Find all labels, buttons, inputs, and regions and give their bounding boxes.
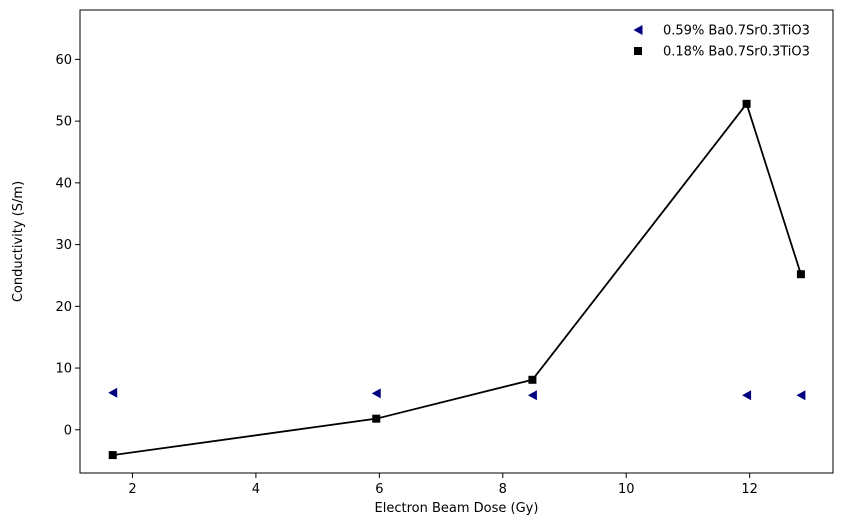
x-tick-label: 2 bbox=[128, 482, 136, 497]
y-tick-label: 0 bbox=[64, 423, 72, 438]
y-tick-label: 60 bbox=[55, 53, 72, 68]
axes: 2 4 6 8 10 12 0 10 20 30 40 50 60 Electron Beam Dose … bbox=[11, 9, 834, 516]
legend-marker-1 bbox=[634, 47, 642, 55]
data-point-1-0 bbox=[108, 451, 117, 460]
x-tick-label: 10 bbox=[618, 482, 635, 497]
series-line-1 bbox=[112, 101, 802, 456]
y-tick-label: 50 bbox=[55, 115, 72, 130]
x-tick-label: 4 bbox=[252, 482, 260, 497]
y-tick-label: 40 bbox=[55, 176, 72, 191]
legend-marker-0 bbox=[633, 25, 643, 35]
data-point-0-2 bbox=[527, 390, 537, 401]
data-point-1-1 bbox=[372, 414, 381, 423]
data-point-1-3 bbox=[742, 99, 751, 108]
plot-frame bbox=[79, 9, 834, 474]
plot-area bbox=[108, 99, 806, 460]
x-axis-label: Electron Beam Dose (Gy) bbox=[375, 501, 539, 516]
legend-entry-0: 0.59% Ba0.7Sr0.3TiO3 bbox=[663, 24, 810, 39]
data-point-0-1 bbox=[371, 388, 381, 399]
x-tick-label: 8 bbox=[499, 482, 507, 497]
y-tick-label: 10 bbox=[55, 362, 72, 377]
legend-entry-1: 0.18% Ba0.7Sr0.3TiO3 bbox=[663, 45, 810, 60]
y-tick-label: 30 bbox=[55, 238, 72, 253]
data-point-0-4 bbox=[796, 390, 806, 401]
x-tick-label: 12 bbox=[741, 482, 758, 497]
y-axis-label: Conductivity (S/m) bbox=[11, 181, 26, 302]
data-point-0-0 bbox=[108, 387, 118, 398]
data-point-1-2 bbox=[528, 375, 537, 384]
data-point-1-4 bbox=[796, 270, 805, 279]
y-tick-label: 20 bbox=[55, 300, 72, 315]
data-point-0-3 bbox=[742, 390, 752, 401]
x-tick-label: 6 bbox=[375, 482, 383, 497]
legend: 0.59% Ba0.7Sr0.3TiO3 0.18% Ba0.7Sr0.3TiO3 bbox=[633, 24, 810, 60]
